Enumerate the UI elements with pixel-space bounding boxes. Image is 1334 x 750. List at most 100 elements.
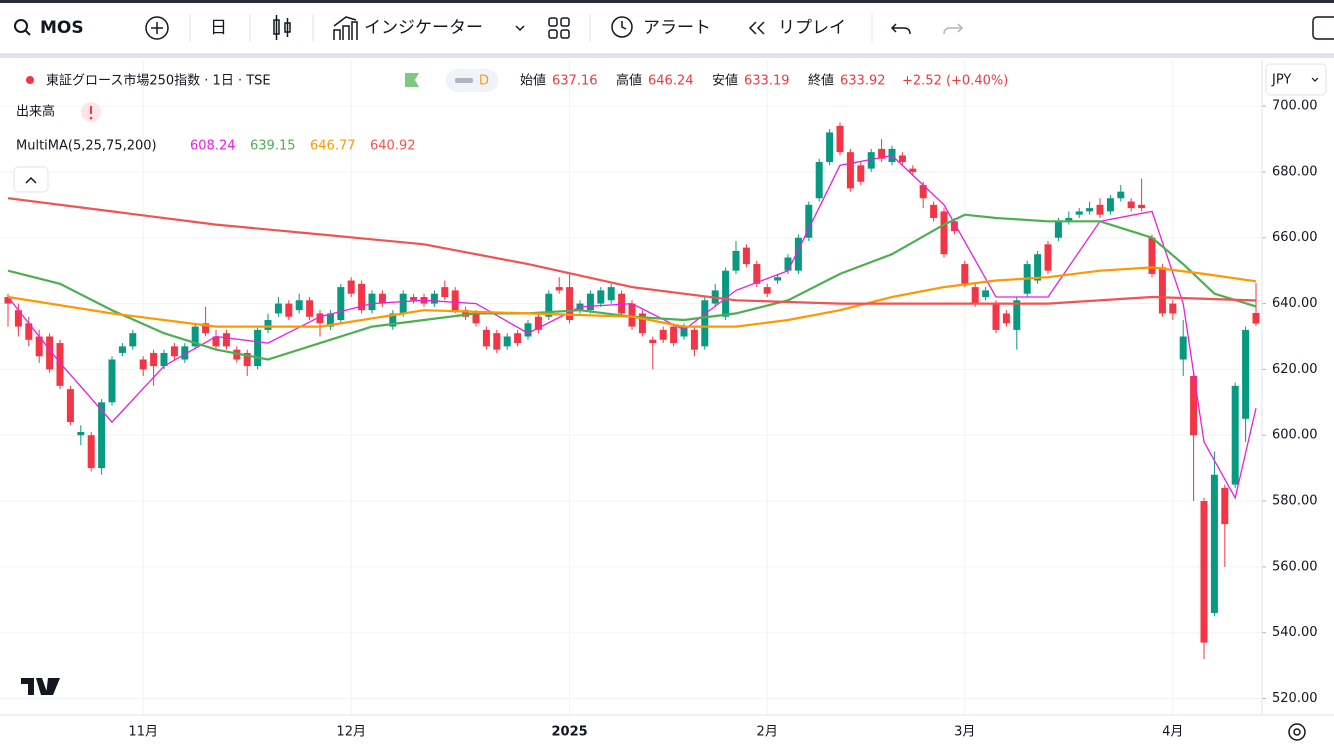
collapse-button[interactable] [13,166,49,193]
candle-body [628,303,636,327]
candle-body [493,333,501,350]
candle-body [763,287,771,294]
flag [405,73,419,87]
y-tick-label: 660.00 [1272,230,1318,245]
layout-icon [560,29,570,39]
y-tick-label: 640.00 [1272,296,1318,311]
candle-body [1106,198,1114,212]
undo[interactable] [890,23,911,35]
candle-body [264,320,272,330]
fullscreen[interactable] [1312,16,1334,40]
indicator-value: 640.92 [370,139,416,154]
y-tick-label: 580.00 [1272,494,1318,509]
indicator-icon[interactable] [333,16,358,40]
candle-body [399,293,407,314]
badge: D [479,74,489,89]
layout-icon [548,29,558,39]
candle-body [618,293,626,314]
candle-body [701,300,709,347]
candle-body [1179,336,1187,360]
replay-icon[interactable] [748,21,765,35]
alert-icon[interactable] [611,16,633,38]
warning-icon [89,116,93,120]
redo[interactable] [943,23,964,35]
search-icon[interactable] [14,19,28,33]
candle-body [295,300,303,311]
candle-body [722,270,730,317]
y-tick-label: 700.00 [1272,99,1318,114]
replay-button[interactable]: リプレイ [778,18,846,38]
candle-body [586,293,594,311]
layout-button[interactable] [548,17,570,39]
candle-body [87,435,95,469]
ohlc-label: 始値 [520,73,546,89]
alert-button[interactable]: アラート [643,18,711,38]
candle-body [826,132,834,163]
candle-body [1148,237,1156,274]
change: +2.52 (+0.40%) [902,74,1008,89]
moving-average [7,213,1257,361]
candle-body [430,293,438,304]
candle-body [1044,244,1052,271]
candle-body [35,336,43,357]
candle-body [191,326,199,347]
candle-body [670,326,678,344]
x-tick-label: 2025 [552,725,588,740]
candle-body [1117,191,1125,199]
candle-body [56,343,64,386]
layout-icon [548,17,558,27]
candle-body [1127,201,1135,209]
currency-button[interactable] [1265,63,1327,96]
candle-body [389,313,397,327]
candle-body [1086,208,1094,212]
candle-body [1231,385,1239,485]
candle-body [326,313,334,327]
candle-body [25,323,33,340]
y-tick-label: 620.00 [1272,362,1318,377]
candle-body [732,250,740,271]
candle-body [462,310,470,317]
candle-body [472,313,480,324]
indicators-button[interactable]: インジケーター [364,18,483,38]
chart-type[interactable] [273,15,291,40]
candle-body [514,333,522,344]
candle-body [638,313,646,334]
candle-body [1221,487,1229,525]
symbol[interactable]: MOS [40,18,84,38]
candle-body [1158,267,1166,314]
candle-body [909,168,917,172]
candle-body [410,296,418,301]
candle-body [4,296,12,304]
candle-body [222,333,230,347]
candle-body [358,283,366,311]
candle-body [992,303,1000,330]
candle-body [659,329,667,340]
candle-body [46,336,54,370]
candle-body [98,402,106,469]
candle-body [316,313,324,324]
chevron[interactable] [515,25,525,32]
alert-icon [621,21,627,30]
candle-body [930,204,938,218]
toolbar-divider [0,53,1334,58]
settings[interactable] [1288,723,1306,741]
currency-chevron [1311,77,1319,82]
y-tick-label: 560.00 [1272,559,1318,574]
indicator-name: MultiMA(5,25,75,200) [16,139,157,154]
candle-body [1252,312,1260,324]
candle-body [378,293,386,304]
candle-body [1002,313,1010,324]
candle-body [1190,375,1198,436]
volume-label: 出来高 [16,104,55,120]
candle-body [680,326,688,337]
candle-body [77,431,85,436]
candle-body [503,336,511,347]
candle-body [441,287,449,297]
interval[interactable]: 日 [210,18,227,38]
indicator-value: 646.77 [310,139,356,154]
ohlc-label: 安値 [712,73,738,89]
indicator-values: 608.24 639.15 646.77 640.92 [190,139,416,154]
add-symbol[interactable] [145,16,169,40]
candle-body [898,155,906,163]
candle-body [1065,217,1073,222]
